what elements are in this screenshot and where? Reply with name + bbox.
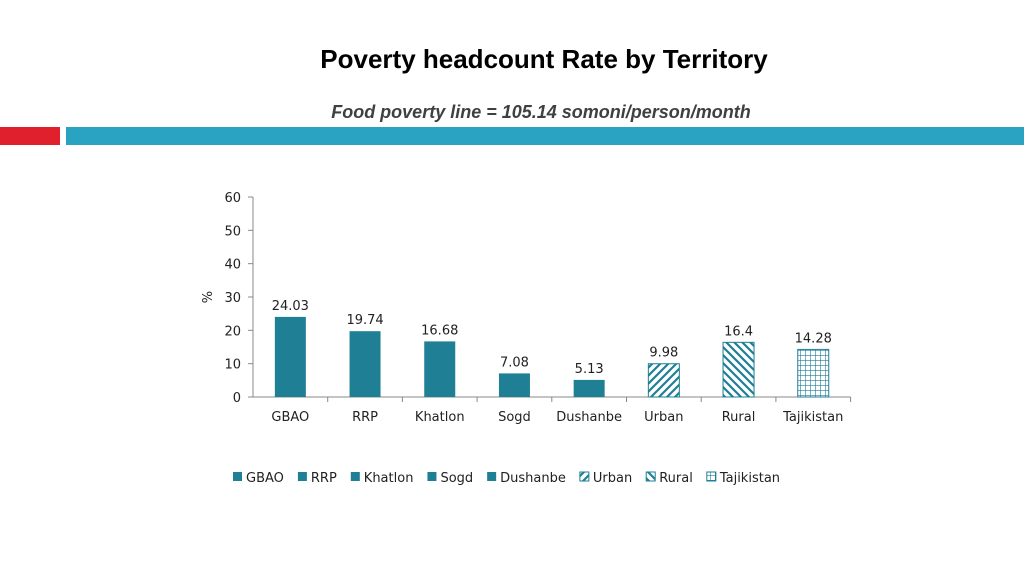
y-tick-label: 30: [224, 291, 241, 306]
y-tick-label: 0: [233, 391, 241, 406]
legend-swatch: [233, 472, 242, 481]
legend-entry: RRP: [311, 471, 337, 486]
chart-axes: 0 10 20 30 40 50 60% GBAO RRP Khatlon Sogd Dushanbe…: [201, 191, 852, 425]
legend-swatch: [487, 472, 497, 481]
accent-bar-blue: [66, 127, 1024, 145]
data-label: 19.74: [346, 313, 383, 328]
x-tick-label: Rural: [722, 410, 756, 425]
legend-entry: Dushanbe: [500, 471, 566, 486]
y-tick-label: 20: [224, 324, 241, 339]
data-label: 16.68: [421, 323, 458, 338]
legend-swatch: [579, 471, 590, 482]
legend-entry: Rural: [659, 471, 693, 486]
legend-entry: Khatlon: [364, 471, 414, 486]
accent-bar-red: [0, 127, 60, 145]
x-tick-label: Dushanbe: [556, 410, 622, 425]
data-label: 7.08: [500, 355, 529, 370]
data-label: 24.03: [272, 299, 309, 314]
data-label: 14.28: [795, 331, 832, 346]
legend-entry: GBAO: [246, 471, 284, 486]
legend-entry: Urban: [593, 471, 632, 486]
data-label: 5.13: [575, 362, 604, 377]
bar-khatlon: [424, 341, 456, 397]
x-tick-label: RRP: [352, 410, 378, 425]
data-label: 16.4: [724, 324, 753, 339]
x-tick-label: Urban: [644, 410, 683, 425]
legend-entry: Tajikistan: [719, 471, 780, 486]
x-tick-label: Sogd: [498, 410, 531, 425]
data-label: 9.98: [649, 346, 678, 361]
y-axis-label: %: [201, 291, 216, 303]
bar-dushanbe: [573, 379, 605, 397]
bar-tajikistan: [797, 348, 830, 398]
y-tick-label: 40: [224, 258, 241, 273]
legend-swatch: [706, 471, 717, 482]
legend-swatch: [427, 472, 437, 481]
x-tick-label: GBAO: [271, 410, 309, 425]
y-tick-label: 60: [224, 191, 241, 206]
chart-subtitle: Food poverty line = 105.14 somoni/person…: [331, 102, 751, 122]
legend-swatch: [297, 472, 307, 481]
legend-swatch: [350, 472, 360, 481]
x-tick-label: Tajikistan: [782, 410, 843, 425]
bar-urban: [647, 363, 680, 398]
bar-sogd: [498, 373, 530, 397]
y-tick-label: 50: [224, 224, 241, 239]
legend-entry: Sogd: [440, 471, 473, 486]
chart-bars: 24.03 19.74 16.68 7.08 5.13 9.98 16.4 14.28: [272, 299, 832, 398]
chart-legend: GBAO RRP Khatlon Sogd Dushanbe Urban Rural Taji…: [233, 471, 780, 486]
legend-swatch: [645, 471, 656, 482]
bar-gbao: [274, 316, 306, 397]
x-tick-label: Khatlon: [415, 410, 465, 425]
y-tick-label: 10: [224, 358, 241, 373]
chart-title: Poverty headcount Rate by Territory: [320, 44, 768, 74]
bar-rural: [722, 341, 755, 398]
bar-rrp: [349, 331, 381, 397]
